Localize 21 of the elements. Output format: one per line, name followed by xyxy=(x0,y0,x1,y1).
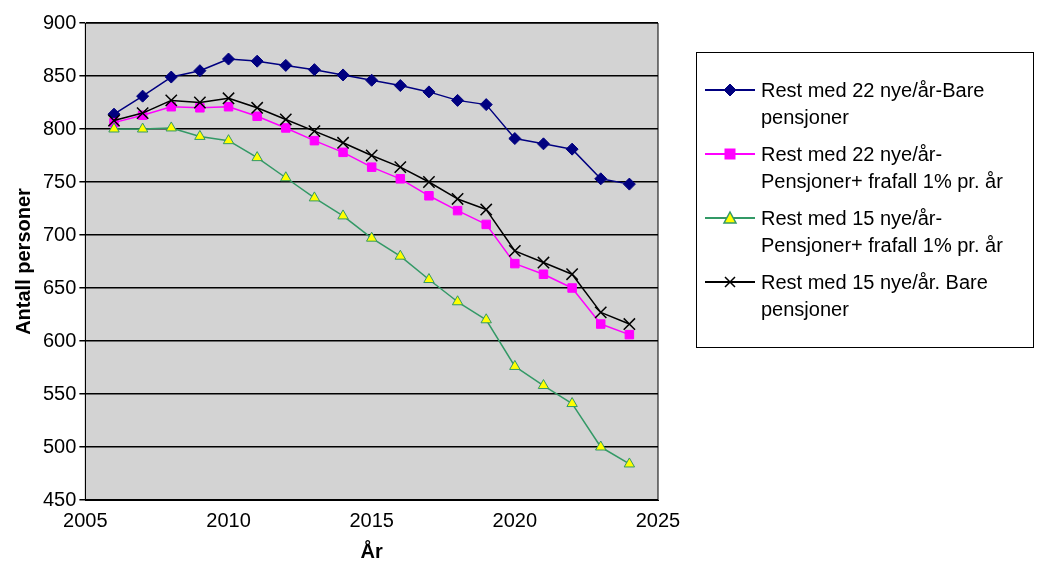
y-tick-label: 650 xyxy=(42,275,77,298)
legend-label: Rest med 15 nye/år-Pensjoner+ frafall 1% pr. år xyxy=(761,206,1004,258)
y-tick-label: 700 xyxy=(42,222,77,245)
x-tick-label: 2025 xyxy=(635,508,681,531)
x-tick-label: 2020 xyxy=(492,508,538,531)
y-tick-label: 750 xyxy=(42,169,77,192)
x-axis-title: År xyxy=(360,538,384,562)
y-tick-label: 600 xyxy=(42,328,77,351)
y-axis-title: Antall personer xyxy=(11,187,34,335)
y-tick-label: 900 xyxy=(42,10,77,33)
x-tick-label: 2005 xyxy=(63,508,108,531)
y-tick-label: 550 xyxy=(42,381,77,404)
y-tick-label: 800 xyxy=(42,116,77,139)
y-tick-label: 450 xyxy=(42,487,77,510)
y-tick-label: 850 xyxy=(42,63,77,86)
x-tick-label: 2015 xyxy=(349,508,394,531)
legend-label: Rest med 22 nye/år-Bare pensjoner xyxy=(761,78,986,130)
x-tick-label: 2010 xyxy=(206,508,251,531)
legend-label: Rest med 15 nye/år. Bare pensjoner xyxy=(761,270,989,322)
legend-label: Rest med 22 nye/år-Pensjoner+ frafall 1% pr. år xyxy=(761,142,1004,194)
y-tick-label: 500 xyxy=(42,434,77,457)
